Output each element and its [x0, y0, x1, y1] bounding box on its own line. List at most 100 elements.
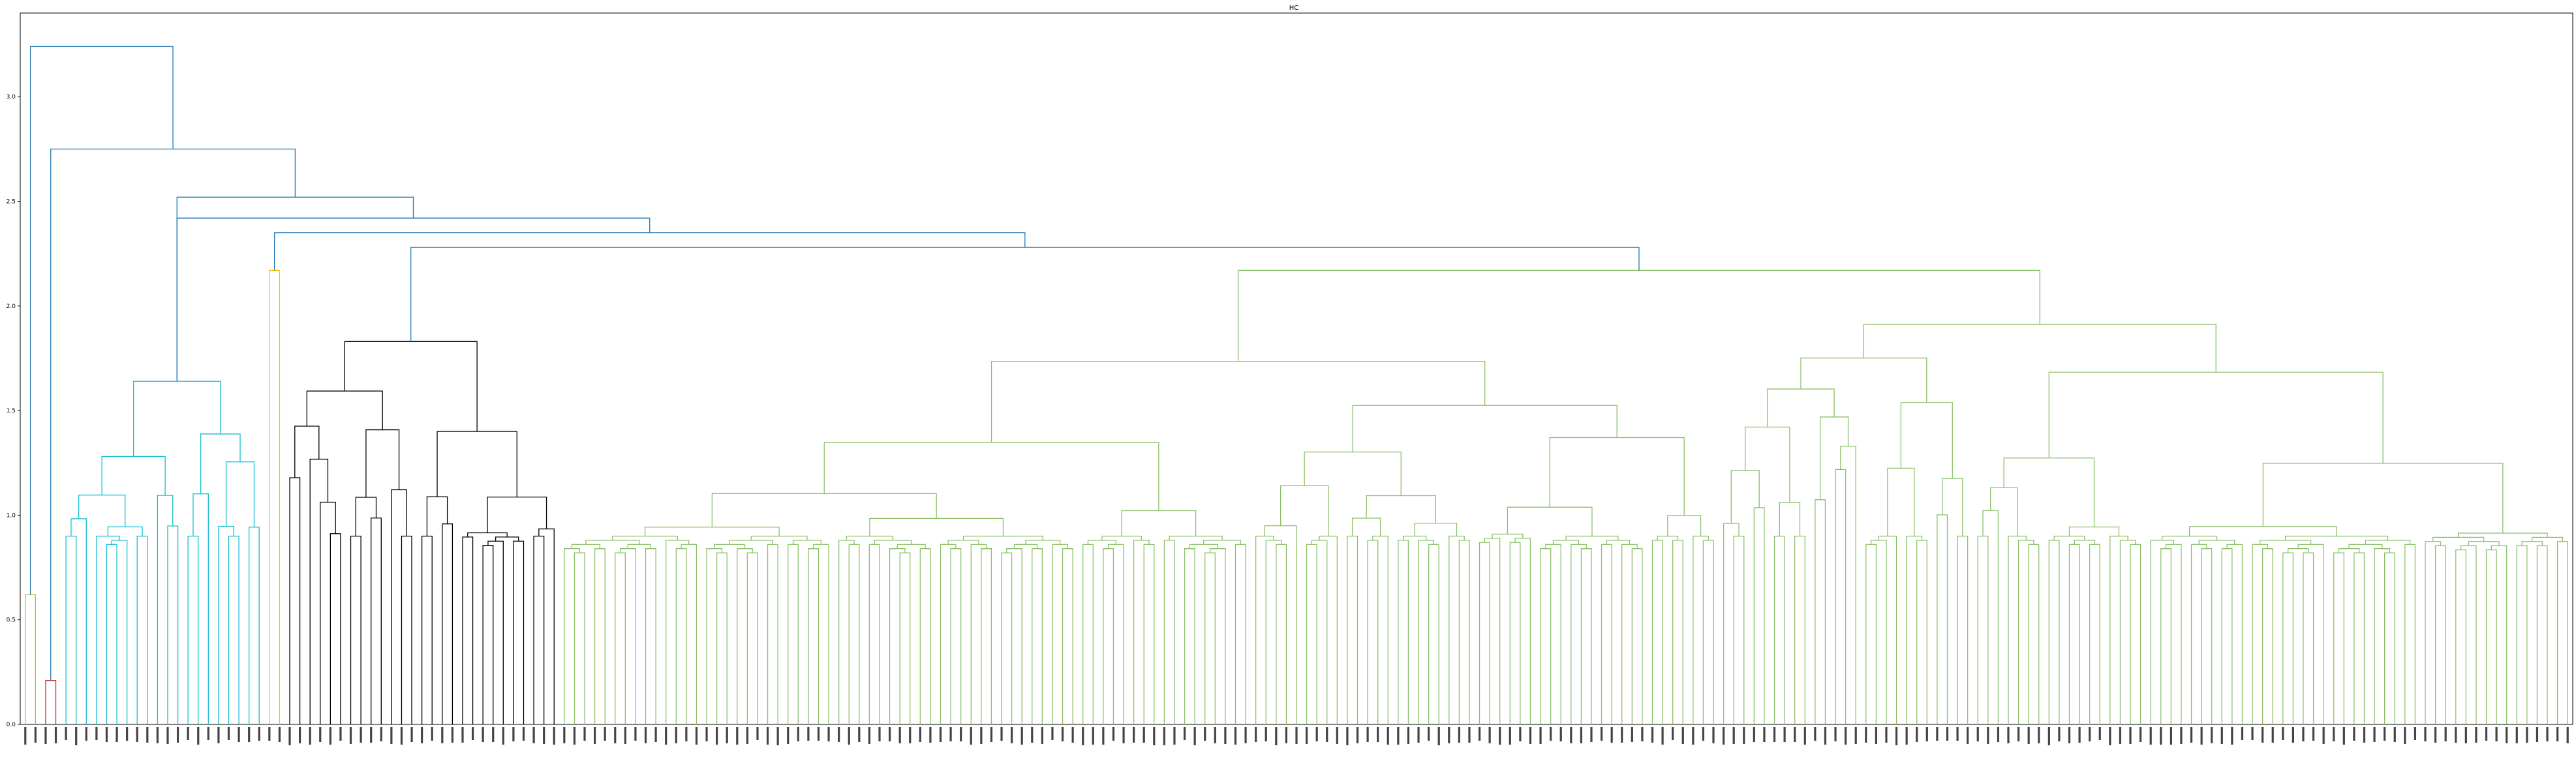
leaf-label-mark	[1071, 727, 1074, 743]
leaf-label-mark	[299, 727, 301, 743]
leaf-label-mark	[2211, 727, 2213, 743]
dendrogram-link	[1779, 502, 1801, 536]
leaf-label-mark	[909, 727, 912, 743]
dendrogram-link	[619, 548, 636, 724]
leaf-label-mark	[288, 727, 291, 745]
leaf-label-mark	[126, 727, 129, 741]
leaf-label-mark	[451, 727, 453, 743]
dendrogram-link	[1835, 469, 1847, 724]
dendrogram-link	[1082, 544, 1094, 724]
dendrogram-link	[1428, 544, 1439, 724]
leaf-label-mark	[1641, 727, 1644, 741]
leaf-label-mark	[2455, 727, 2457, 743]
dendrogram-link	[1667, 515, 1702, 536]
y-tick-label: 2.5	[7, 199, 16, 206]
dendrogram-link	[813, 544, 829, 724]
leaf-label-mark	[54, 727, 57, 743]
dendrogram-link	[2432, 536, 2485, 542]
leaf-label-mark	[1814, 727, 1817, 741]
dendrogram-link	[1280, 485, 1329, 536]
dendrogram-link	[1418, 540, 1435, 724]
leaf-label-mark	[1803, 727, 1806, 745]
dendrogram-link	[2119, 540, 2136, 724]
leaf-label-mark	[360, 727, 362, 743]
leaf-label-mark	[1529, 727, 1532, 744]
dendrogram-link	[1484, 538, 1501, 724]
dendrogram-link	[970, 544, 987, 724]
leaf-label-mark	[1153, 727, 1156, 745]
leaf-label-mark	[705, 727, 708, 741]
leaf-label-mark	[695, 727, 698, 745]
dendrogram-link	[2201, 548, 2213, 724]
leaf-label-mark	[1997, 727, 2000, 742]
dendrogram-link	[1169, 535, 1223, 540]
dendrogram-link	[767, 544, 778, 724]
dendrogram-link	[1815, 499, 1826, 724]
leaf-label-mark	[1885, 727, 1888, 743]
leaf-label-mark	[817, 727, 820, 741]
leaf-label-mark	[2312, 727, 2315, 741]
dendrogram-link	[176, 196, 414, 382]
dendrogram-link	[2130, 544, 2141, 724]
dendrogram-link	[2089, 544, 2100, 724]
leaf-label-mark	[421, 727, 423, 743]
leaf-label-mark	[1031, 727, 1034, 743]
dendrogram-link	[729, 540, 773, 545]
leaf-label-mark	[390, 727, 393, 744]
dendrogram-link	[2485, 549, 2497, 724]
leaf-label-mark	[1946, 727, 1949, 741]
dendrogram-link	[1087, 540, 1116, 545]
dendrogram-link	[1794, 535, 1805, 724]
leaf-label-mark	[970, 727, 972, 745]
dendrogram-link	[2521, 541, 2543, 546]
leaf-labels	[24, 727, 2569, 745]
dendrogram-link	[1552, 540, 1580, 545]
dendrogram-link	[2048, 371, 2384, 463]
dendrogram-link	[1651, 540, 1663, 724]
leaf-label-mark	[726, 727, 728, 743]
dendrogram-link	[585, 540, 640, 545]
leaf-label-mark	[1702, 727, 1705, 741]
leaf-label-mark	[1845, 727, 1847, 745]
leaf-label-mark	[2089, 727, 2091, 741]
leaf-label-mark	[2139, 727, 2142, 742]
dendrogram-link	[330, 533, 341, 724]
leaf-label-mark	[238, 727, 240, 742]
dendrogram-link	[1237, 270, 2040, 362]
dendrogram-link	[136, 535, 148, 724]
dendrogram-link	[2354, 552, 2365, 724]
dendrogram-link	[1621, 544, 1638, 724]
leaf-label-mark	[1244, 727, 1247, 743]
dendrogram-link	[1189, 544, 1218, 549]
dendrogram-link	[1265, 540, 1282, 724]
leaf-label-mark	[1895, 727, 1898, 745]
dendrogram-link	[594, 548, 606, 724]
dendrogram-link	[176, 217, 651, 382]
dendrogram-link	[1052, 544, 1068, 724]
dendrogram-link	[467, 532, 508, 537]
leaf-label-mark	[2363, 727, 2366, 743]
dendrogram-link	[1306, 544, 1317, 724]
leaf-label-mark	[2424, 727, 2427, 741]
dendrogram-link	[1906, 535, 1923, 724]
leaf-label-mark	[1905, 727, 1908, 745]
dendrogram-link	[846, 535, 894, 540]
leaf-label-mark	[2170, 727, 2172, 745]
leaf-label-mark	[1102, 727, 1105, 745]
leaf-label-mark	[2231, 727, 2233, 745]
dendrogram-link	[1372, 535, 1388, 724]
leaf-label-mark	[268, 727, 271, 741]
dendrogram-link	[2455, 549, 2466, 724]
leaf-label-mark	[563, 727, 566, 743]
leaf-label-mark	[2506, 727, 2508, 743]
leaf-label-mark	[1326, 727, 1328, 742]
leaf-label-mark	[1631, 727, 1633, 742]
dendrogram-link	[2425, 541, 2442, 724]
leaf-label-mark	[1519, 727, 1522, 741]
dendrogram-link	[666, 540, 690, 724]
leaf-label-mark	[878, 727, 881, 741]
leaf-label-mark	[2384, 727, 2386, 741]
leaf-label-mark	[2220, 727, 2223, 744]
dendrogram-link	[2150, 540, 2174, 724]
leaf-label-mark	[553, 727, 555, 745]
